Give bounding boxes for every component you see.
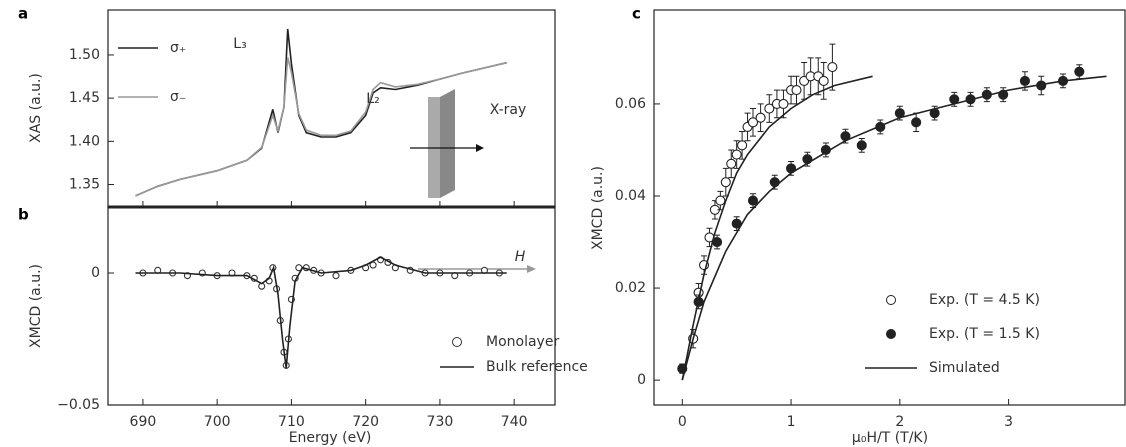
- legend-label: σ₊: [170, 40, 186, 56]
- legend-swatch: [452, 337, 462, 347]
- panel-label: b: [18, 206, 29, 224]
- data-point: [818, 75, 829, 86]
- series-line: [135, 256, 507, 369]
- data-point: [747, 117, 759, 128]
- data-point: [827, 62, 838, 73]
- panel-2: c XMCD (a.u.) μ₀H/T (T/K) 0 0.02 0.04 0.06 0 1 2 3…: [590, 5, 1126, 446]
- x-tick-label: 710: [278, 414, 305, 430]
- x-tick-label: 700: [204, 414, 231, 430]
- data-point: [764, 103, 775, 114]
- data-point: [715, 195, 726, 206]
- x-tick-label: 2: [895, 414, 904, 430]
- x-tick-label: 730: [427, 414, 454, 430]
- data-point: [720, 177, 731, 188]
- panel-label: a: [18, 5, 28, 23]
- annotation: L₃: [233, 36, 246, 52]
- series-line: [135, 57, 507, 197]
- y-tick-label: 1.50: [69, 47, 100, 63]
- data-point: [369, 261, 377, 269]
- data-point: [755, 112, 766, 123]
- annotation: H: [515, 249, 526, 265]
- y-tick-label: −0.05: [57, 397, 100, 413]
- data-point: [769, 177, 780, 188]
- series-group: [135, 256, 507, 369]
- annotation: X-ray: [490, 102, 527, 118]
- x-tick-label: 0: [678, 414, 687, 430]
- plot-frame: [107, 206, 556, 406]
- series-group: [677, 43, 1107, 381]
- y-tick-label: 0: [637, 372, 646, 388]
- panel-label: c: [632, 5, 641, 23]
- x-axis-label: Energy (eV): [289, 430, 372, 446]
- x-tick-label: 1: [787, 414, 796, 430]
- data-point: [1074, 66, 1085, 77]
- data-point: [332, 272, 340, 280]
- y-axis-label: XMCD (a.u.): [590, 166, 606, 250]
- data-point: [1019, 75, 1030, 86]
- data-point: [856, 140, 867, 151]
- legend-label: Bulk reference: [486, 359, 588, 375]
- y-tick-label: 1.40: [69, 133, 100, 149]
- series-line: [681, 75, 1107, 381]
- series-group: [135, 28, 507, 197]
- data-point: [737, 140, 748, 151]
- data-point: [911, 117, 922, 128]
- sample-side: [440, 89, 455, 198]
- annotation: L₂: [366, 91, 379, 107]
- x-tick-label: 720: [352, 414, 379, 430]
- y-tick-label: 0.04: [615, 188, 646, 204]
- panel-1: b XMCD (a.u.) Energy (eV) −0.05 0 690 700 710 72…: [18, 206, 588, 447]
- y-tick-label: 1.35: [69, 177, 100, 193]
- data-point: [726, 158, 737, 169]
- legend-swatch: [886, 295, 896, 305]
- y-tick-label: 1.45: [69, 90, 100, 106]
- data-point: [731, 149, 742, 160]
- legend-label: Monolayer: [486, 334, 559, 350]
- x-tick-label: 690: [130, 414, 157, 430]
- y-tick-label: 0.06: [615, 96, 646, 112]
- y-axis-label: XMCD (a.u.): [28, 264, 44, 348]
- legend-label: Exp. (T = 1.5 K): [929, 326, 1040, 342]
- y-tick-label: 0.02: [615, 280, 646, 296]
- legend-label: Simulated: [929, 360, 1000, 376]
- legend-label: σ₋: [170, 89, 186, 105]
- field-arrowhead: [527, 265, 536, 273]
- data-point: [791, 85, 802, 96]
- data-point: [778, 98, 789, 109]
- y-axis-label: XAS (a.u.): [28, 73, 44, 143]
- legend-swatch: [886, 329, 896, 339]
- panel-0: a XAS (a.u.) 1.35 1.40 1.45 1.50 σ₊ σ₋ L₃ L₂ X-ray…: [18, 5, 556, 273]
- xray-arrowhead: [476, 144, 484, 152]
- y-tick-label: 0: [91, 265, 100, 281]
- x-tick-label: 740: [501, 414, 528, 430]
- x-tick-label: 3: [1004, 414, 1013, 430]
- legend-label: Exp. (T = 4.5 K): [929, 292, 1040, 308]
- x-axis-label: μ₀H/T (T/K): [852, 430, 928, 446]
- data-point: [747, 195, 759, 206]
- plot-frame: [653, 9, 1126, 406]
- series-line: [681, 75, 873, 381]
